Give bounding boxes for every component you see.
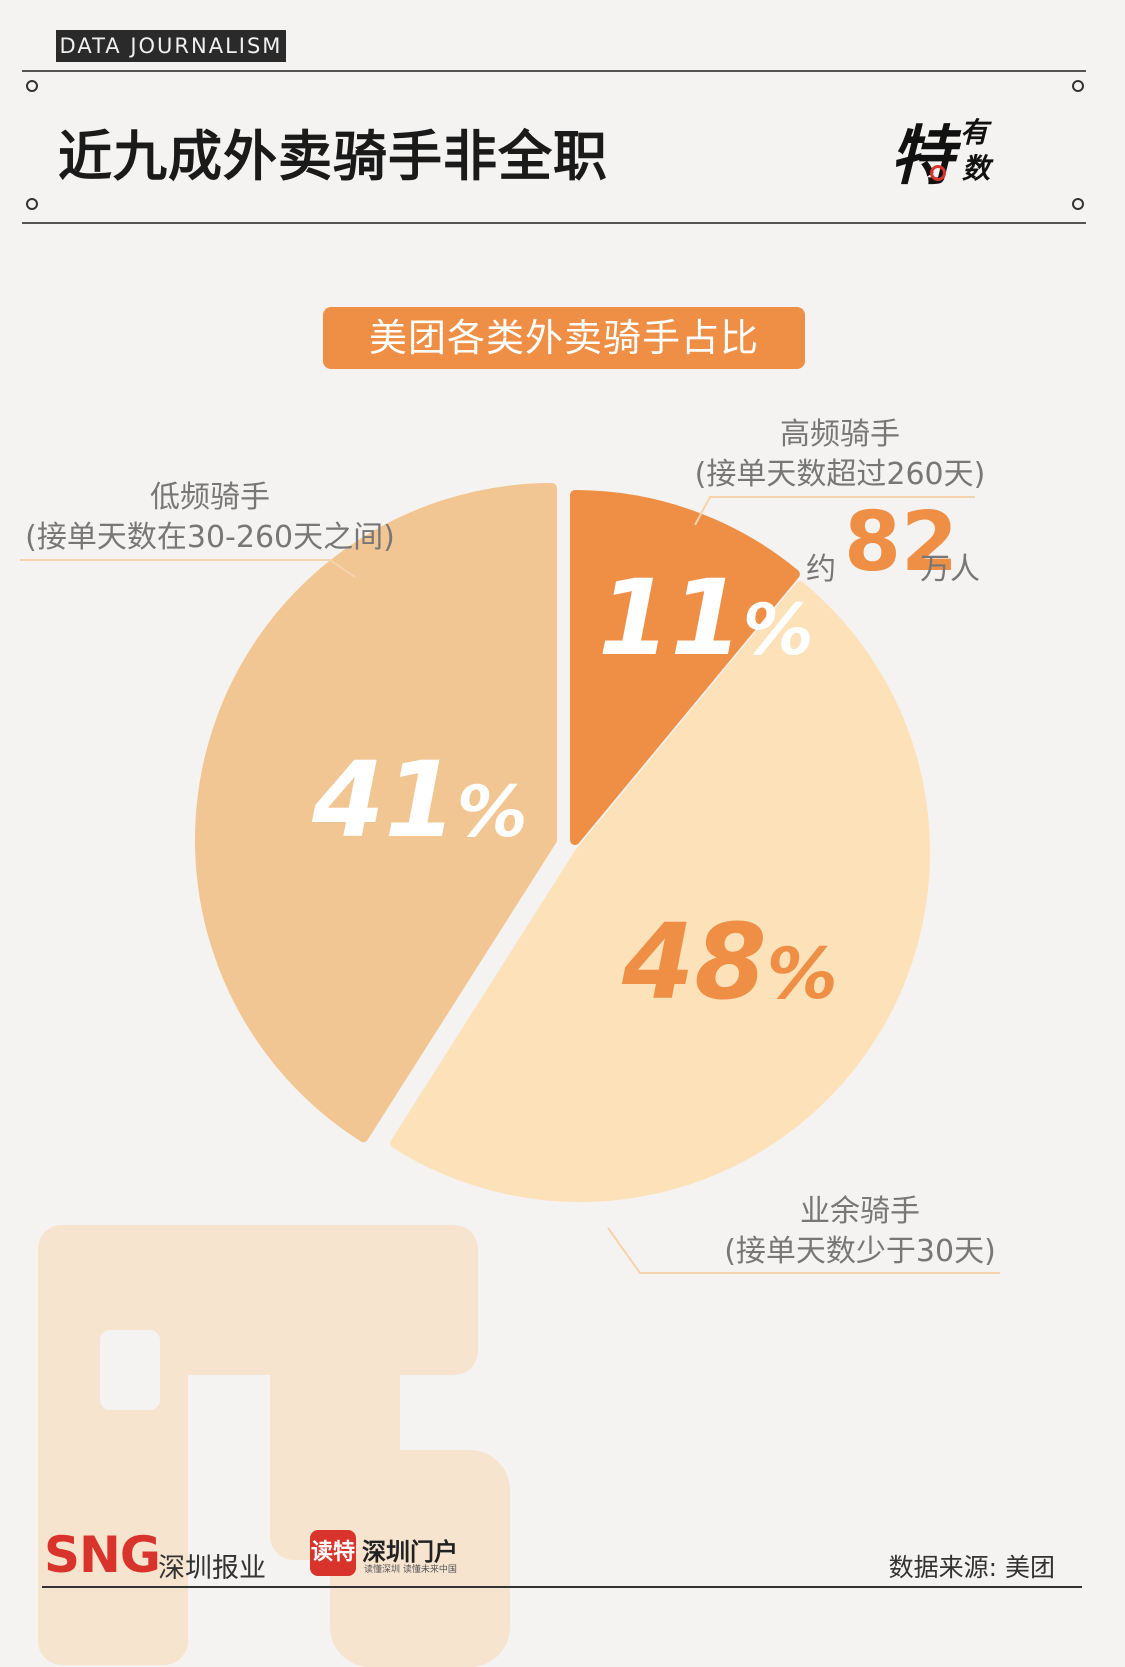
dute-logo: 读特 (310, 1530, 356, 1576)
brand-logo: 特 有 数 (890, 105, 1020, 195)
annotation-suffix: 万人 (920, 552, 980, 587)
label-high-detail: (接单天数超过260天) (694, 457, 986, 492)
percent-sign: % (456, 770, 528, 853)
logo-bottom-char: 数 (962, 152, 991, 185)
percent-sign: % (766, 932, 838, 1015)
pie-slice-low (195, 483, 557, 1143)
annotation-prefix: 约 (806, 552, 836, 587)
percent-label-low: 41% (312, 748, 528, 852)
corner-dot (1072, 198, 1084, 210)
corner-dot (26, 80, 38, 92)
label-low-name: 低频骑手 (150, 480, 270, 515)
percent-label-high: 11% (598, 566, 814, 670)
page-title: 近九成外卖骑手非全职 (58, 125, 608, 188)
header-bottom-rule (22, 222, 1086, 224)
percent-value-low: 41 (312, 739, 457, 861)
leader-line-high (694, 496, 975, 526)
annotation-number: 82 (844, 495, 959, 590)
sng-logo: SNG (44, 1526, 161, 1584)
label-amateur-name: 业余骑手 (800, 1194, 920, 1229)
section-tag: DATA JOURNALISM (56, 30, 286, 62)
pie-slice-amateur (390, 581, 930, 1202)
portal-slogan: 读懂深圳 读懂未来中国 (364, 1565, 457, 1575)
sng-name: 深圳报业 (158, 1553, 266, 1584)
logo-top-char: 有 (960, 116, 989, 149)
label-high-name: 高频骑手 (780, 417, 900, 452)
leader-line-amateur (607, 1227, 1000, 1274)
watermark-cutout (100, 1330, 160, 1410)
label-amateur-detail: (接单天数少于30天) (724, 1234, 996, 1269)
chart-title: 美团各类外卖骑手占比 (323, 307, 805, 369)
percent-label-amateur: 48% (622, 910, 838, 1014)
percent-value-high: 11 (598, 557, 743, 679)
data-source: 数据来源: 美团 (888, 1553, 1055, 1582)
portal-name: 深圳门户 (362, 1538, 458, 1566)
percent-value-amateur: 48 (622, 901, 767, 1023)
leader-line-low (20, 559, 356, 578)
footer-rule (42, 1586, 1082, 1588)
corner-dot (1072, 80, 1084, 92)
magnifier-icon (930, 165, 946, 181)
watermark-shape (330, 1450, 510, 1667)
corner-dot (26, 198, 38, 210)
label-low-detail: (接单天数在30-260天之间) (25, 520, 395, 555)
logo-main-char: 特 (890, 120, 954, 194)
label-low-frequency: 低频骑手 (接单天数在30-260天之间) (10, 478, 410, 558)
header-top-rule (22, 70, 1086, 72)
label-amateur: 业余骑手 (接单天数少于30天) (700, 1192, 1020, 1272)
pie-slice-high (570, 490, 800, 845)
label-high-frequency: 高频骑手 (接单天数超过260天) (680, 415, 1000, 495)
percent-sign: % (742, 588, 814, 671)
